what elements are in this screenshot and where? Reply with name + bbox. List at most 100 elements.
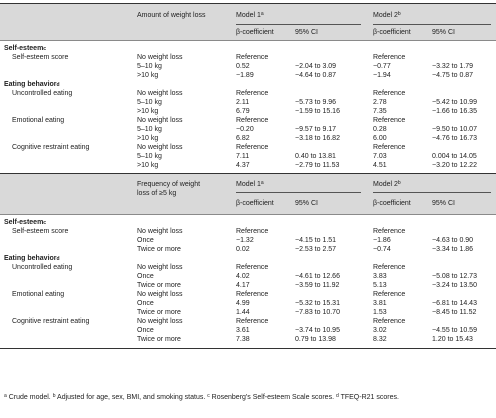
header-ci2: 95% CI bbox=[432, 29, 455, 36]
level-cell: Once bbox=[137, 327, 154, 334]
beta1-cell: 3.61 bbox=[236, 327, 250, 334]
table-frequency-section: Frequency of weight loss of ≥5 kg Model … bbox=[0, 174, 496, 344]
header-model2: Model 2b bbox=[373, 11, 401, 21]
beta1-cell: Reference bbox=[236, 228, 269, 235]
beta1-cell: 2.11 bbox=[236, 99, 250, 106]
beta1-cell: Reference bbox=[236, 144, 269, 151]
header-ci1: 95% CI bbox=[295, 200, 318, 207]
level-cell: No weight loss bbox=[137, 264, 183, 271]
table-row: Cognitive restraint eating No weight loss… bbox=[0, 317, 496, 326]
beta2-cell: 3.02 bbox=[373, 327, 387, 334]
beta2-cell: 1.53 bbox=[373, 309, 387, 316]
ci1-cell: 0.40 to 13.81 bbox=[295, 153, 336, 160]
model2-underline bbox=[373, 192, 491, 193]
table-row: Cognitive restraint eating No weight loss… bbox=[0, 143, 496, 152]
level-cell: Twice or more bbox=[137, 336, 181, 343]
beta2-cell: Reference bbox=[373, 144, 406, 151]
ci1-cell: −3.74 to 10.95 bbox=[295, 327, 340, 334]
level-cell: No weight loss bbox=[137, 144, 183, 151]
level-cell: >10 kg bbox=[137, 108, 159, 115]
beta2-cell: −1.94 bbox=[373, 72, 391, 79]
group-row: Self-esteemc bbox=[0, 44, 496, 53]
level-cell: 5–10 kg bbox=[137, 99, 162, 106]
level-cell: >10 kg bbox=[137, 72, 159, 79]
group-label-sup: c bbox=[43, 220, 47, 226]
ci2-cell: 0.004 to 14.05 bbox=[432, 153, 477, 160]
ci2-cell: −8.45 to 11.52 bbox=[432, 309, 477, 316]
header-beta2: β-coefficient bbox=[373, 200, 411, 207]
level-cell: Twice or more bbox=[137, 282, 181, 289]
subgroup-label: Uncontrolled eating bbox=[12, 90, 73, 97]
beta2-cell: 4.51 bbox=[373, 162, 387, 169]
group-label: Self-esteemc bbox=[4, 218, 46, 228]
weight-loss-table-page: Amount of weight loss Model 1a Model 2b … bbox=[0, 3, 496, 418]
subgroup-label: Self-esteem score bbox=[12, 54, 69, 61]
level-cell: 5–10 kg bbox=[137, 63, 162, 70]
beta2-cell: Reference bbox=[373, 54, 406, 61]
group-label: Self-esteemc bbox=[4, 44, 46, 54]
ci2-cell: −3.24 to 13.50 bbox=[432, 282, 477, 289]
header-model2-text: Model 2 bbox=[373, 181, 398, 188]
subgroup-label: Cognitive restraint eating bbox=[12, 144, 90, 151]
ci1-cell: −5.73 to 9.96 bbox=[295, 99, 337, 106]
ci1-cell: −7.83 to 10.70 bbox=[295, 309, 340, 316]
ci2-cell: −4.75 to 0.87 bbox=[432, 72, 474, 79]
beta2-cell: 7.35 bbox=[373, 108, 387, 115]
ci2-cell: −3.34 to 1.86 bbox=[432, 246, 474, 253]
group-label-sup: c bbox=[43, 46, 47, 52]
ci2-cell: −4.76 to 16.73 bbox=[432, 135, 477, 142]
table-row: 5–10 kg −0.20 −9.57 to 9.17 0.28 −9.50 to 10… bbox=[0, 125, 496, 134]
beta2-cell: Reference bbox=[373, 264, 406, 271]
ci1-cell: −2.04 to 3.09 bbox=[295, 63, 337, 70]
header-model1-text: Model 1 bbox=[236, 12, 261, 19]
footnote-b-text: Adjusted for age, sex, BMI, and smoking … bbox=[55, 394, 208, 401]
header-model1-sup: a bbox=[260, 180, 264, 186]
ci2-cell: −9.50 to 10.07 bbox=[432, 126, 477, 133]
header-ci2: 95% CI bbox=[432, 200, 455, 207]
beta2-cell: −0.74 bbox=[373, 246, 391, 253]
footnote-c-text: Rosenberg's Self-esteem Scale scores. bbox=[209, 394, 336, 401]
beta1-cell: Reference bbox=[236, 318, 269, 325]
beta2-cell: Reference bbox=[373, 117, 406, 124]
beta1-cell: 4.17 bbox=[236, 282, 250, 289]
beta1-cell: Reference bbox=[236, 264, 269, 271]
level-cell: Once bbox=[137, 273, 154, 280]
group-row: Eating behaviord bbox=[0, 254, 496, 263]
ci1-cell: −5.32 to 15.31 bbox=[295, 300, 340, 307]
table-row: >10 kg 6.79 −1.59 to 15.16 7.35 −1.66 to 16.… bbox=[0, 107, 496, 116]
beta1-cell: Reference bbox=[236, 117, 269, 124]
ci2-cell: 1.20 to 15.43 bbox=[432, 336, 473, 343]
model1-underline bbox=[236, 24, 361, 25]
table-bottom-rule bbox=[0, 348, 496, 349]
table-row: >10 kg 4.37 −2.79 to 11.53 4.51 −3.20 to 12.… bbox=[0, 161, 496, 170]
beta1-cell: −1.89 bbox=[236, 72, 254, 79]
beta2-cell: 0.28 bbox=[373, 126, 387, 133]
beta1-cell: 0.02 bbox=[236, 246, 250, 253]
beta1-cell: 7.38 bbox=[236, 336, 250, 343]
beta1-cell: −1.32 bbox=[236, 237, 254, 244]
group-label-text: Self-esteem bbox=[4, 219, 44, 226]
beta1-cell: 7.11 bbox=[236, 153, 250, 160]
group-label-text: Eating behavior bbox=[4, 81, 57, 88]
ci2-cell: −3.32 to 1.79 bbox=[432, 63, 474, 70]
table-row: 5–10 kg 2.11 −5.73 to 9.96 2.78 −5.42 to 10.… bbox=[0, 98, 496, 107]
header-model2-sup: b bbox=[397, 180, 401, 186]
header-model1-sup: a bbox=[260, 11, 264, 17]
beta2-cell: 3.83 bbox=[373, 273, 387, 280]
level-cell: No weight loss bbox=[137, 117, 183, 124]
beta1-cell: 6.79 bbox=[236, 108, 250, 115]
beta2-cell: 8.32 bbox=[373, 336, 387, 343]
header-model1-text: Model 1 bbox=[236, 181, 261, 188]
ci2-cell: −5.08 to 12.73 bbox=[432, 273, 477, 280]
header-model2-text: Model 2 bbox=[373, 12, 398, 19]
model1-underline bbox=[236, 192, 361, 193]
subgroup-label: Emotional eating bbox=[12, 291, 65, 298]
subgroup-label: Emotional eating bbox=[12, 117, 65, 124]
ci2-cell: −3.20 to 12.22 bbox=[432, 162, 477, 169]
beta2-cell: −1.86 bbox=[373, 237, 391, 244]
ci2-cell: −6.81 to 14.43 bbox=[432, 300, 477, 307]
beta2-cell: 7.03 bbox=[373, 153, 387, 160]
table-row: Uncontrolled eating No weight loss Referen… bbox=[0, 263, 496, 272]
ci1-cell: −3.18 to 16.82 bbox=[295, 135, 340, 142]
beta1-cell: −0.20 bbox=[236, 126, 254, 133]
